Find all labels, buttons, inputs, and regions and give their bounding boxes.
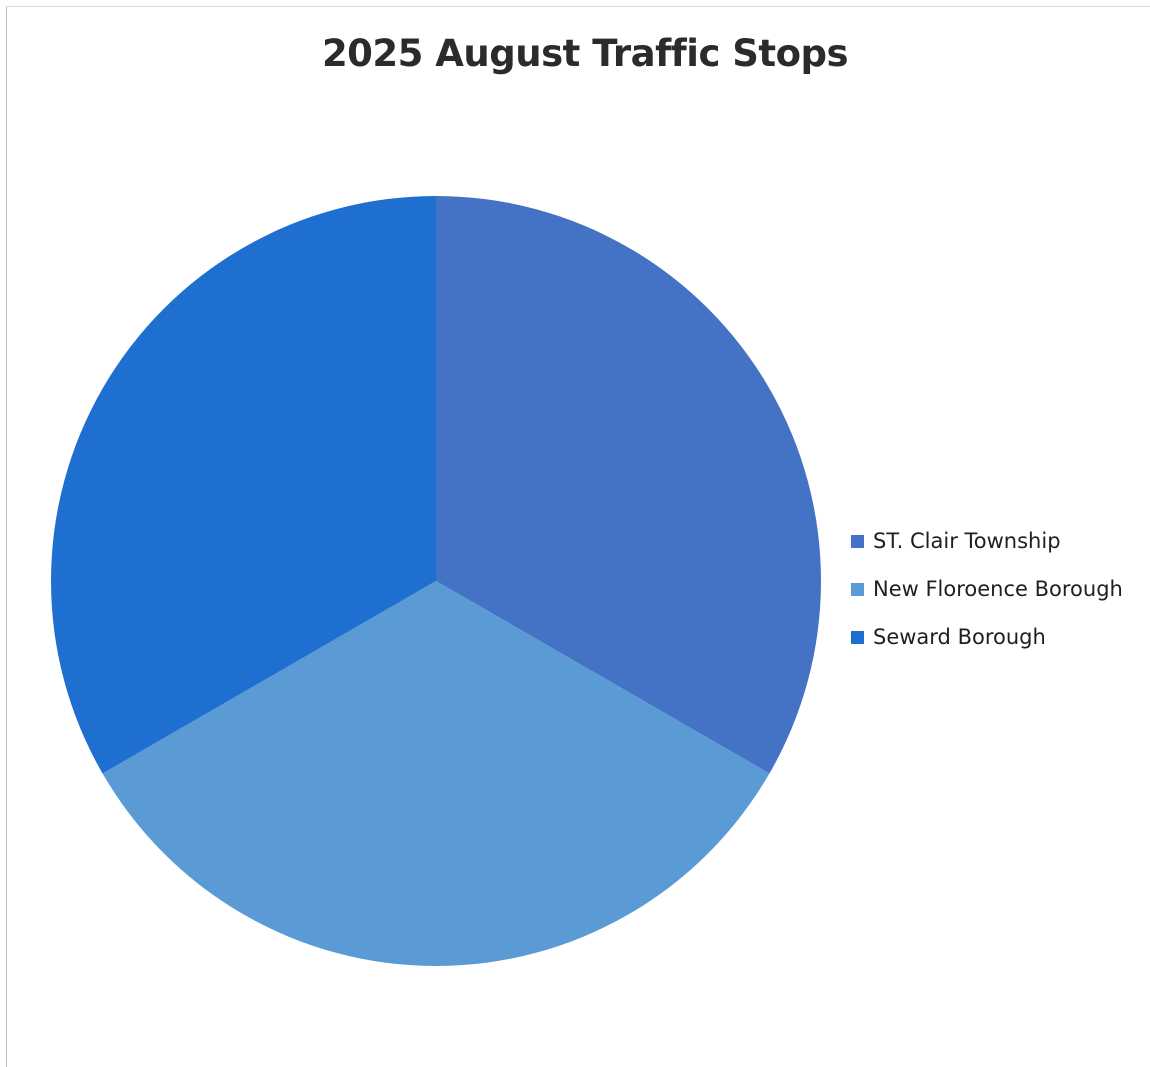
legend-item-seward-borough: Seward Borough: [851, 613, 1123, 661]
legend-swatch: [851, 534, 864, 548]
legend-label: Seward Borough: [873, 625, 1046, 649]
legend-swatch: [851, 582, 864, 596]
legend-label: ST. Clair Township: [873, 529, 1061, 553]
legend-label: New Floroence Borough: [873, 577, 1123, 601]
chart-legend: ST. Clair Township New Floroence Borough…: [851, 517, 1123, 661]
pie-slice-seward-borough: [50, 196, 436, 774]
chart-frame: [6, 6, 1150, 1067]
legend-item-st-clair-township: ST. Clair Township: [851, 517, 1123, 565]
pie-slice-new-floroence-borough: [102, 581, 770, 966]
pie-slice-st-clair-township: [436, 196, 821, 774]
legend-item-new-floroence-borough: New Floroence Borough: [851, 565, 1123, 613]
chart-title: 2025 August Traffic Stops: [321, 32, 849, 75]
legend-swatch: [851, 630, 864, 644]
